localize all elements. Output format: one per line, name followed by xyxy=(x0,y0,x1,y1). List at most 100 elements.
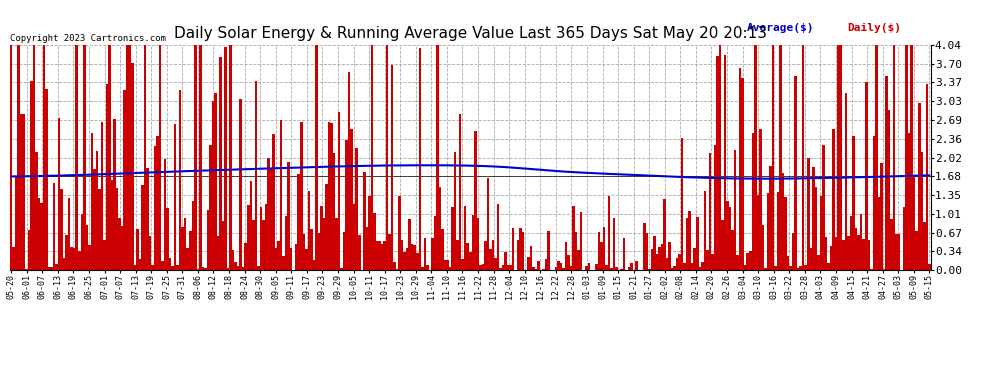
Bar xyxy=(888,110,890,270)
Bar xyxy=(769,166,771,270)
Title: Daily Solar Energy & Running Average Value Last 365 Days Sat May 20 20:13: Daily Solar Energy & Running Average Val… xyxy=(174,26,766,41)
Bar xyxy=(749,251,751,270)
Bar xyxy=(527,257,530,270)
Bar xyxy=(305,249,308,270)
Bar xyxy=(308,190,310,270)
Text: Daily($): Daily($) xyxy=(847,22,902,33)
Bar xyxy=(179,90,181,270)
Bar xyxy=(761,225,764,270)
Bar xyxy=(153,146,156,270)
Bar xyxy=(800,266,802,270)
Bar xyxy=(474,131,476,270)
Bar xyxy=(161,261,163,270)
Bar xyxy=(727,201,729,270)
Bar xyxy=(323,218,325,270)
Bar xyxy=(782,173,784,270)
Bar xyxy=(724,55,727,270)
Bar xyxy=(681,138,683,270)
Bar xyxy=(766,194,769,270)
Bar xyxy=(870,268,872,270)
Bar xyxy=(492,240,494,270)
Bar xyxy=(714,146,716,270)
Bar xyxy=(787,256,789,270)
Bar xyxy=(28,230,30,270)
Bar xyxy=(191,201,194,270)
Bar xyxy=(386,45,388,270)
Bar xyxy=(358,236,360,270)
Bar xyxy=(453,152,456,270)
Bar xyxy=(113,119,116,270)
Bar xyxy=(812,167,815,270)
Bar xyxy=(628,267,631,270)
Bar xyxy=(742,78,743,270)
Bar xyxy=(691,263,693,270)
Bar xyxy=(424,238,426,270)
Bar xyxy=(509,264,512,270)
Bar xyxy=(209,145,212,270)
Bar xyxy=(171,266,174,270)
Bar xyxy=(15,176,18,270)
Bar xyxy=(249,180,252,270)
Bar xyxy=(844,93,847,270)
Bar xyxy=(23,114,25,270)
Bar xyxy=(668,242,671,270)
Bar xyxy=(842,240,844,270)
Bar xyxy=(341,268,343,270)
Bar xyxy=(835,237,838,270)
Bar xyxy=(60,189,63,270)
Bar xyxy=(711,254,714,270)
Bar xyxy=(35,152,38,270)
Bar xyxy=(73,249,75,270)
Bar xyxy=(227,268,230,270)
Bar xyxy=(507,264,509,270)
Bar xyxy=(398,196,401,270)
Bar xyxy=(421,267,424,270)
Bar xyxy=(572,206,575,270)
Bar xyxy=(121,226,124,270)
Bar xyxy=(444,260,446,270)
Bar xyxy=(184,218,186,270)
Bar xyxy=(217,236,219,270)
Bar xyxy=(262,220,264,270)
Bar xyxy=(41,203,43,270)
Bar xyxy=(559,263,562,270)
Bar xyxy=(754,45,756,270)
Bar xyxy=(448,267,451,270)
Bar xyxy=(124,90,126,270)
Bar xyxy=(245,243,248,270)
Bar xyxy=(355,148,358,270)
Bar xyxy=(815,187,817,270)
Bar xyxy=(877,197,880,270)
Bar xyxy=(116,188,119,270)
Bar xyxy=(913,176,916,270)
Bar xyxy=(129,45,131,270)
Bar xyxy=(898,234,900,270)
Bar xyxy=(673,266,676,270)
Bar xyxy=(822,145,825,270)
Bar xyxy=(890,219,893,270)
Bar xyxy=(419,48,421,270)
Bar xyxy=(683,263,686,270)
Bar xyxy=(911,45,913,270)
Bar xyxy=(315,45,318,270)
Bar xyxy=(83,45,85,270)
Bar xyxy=(567,255,570,270)
Bar xyxy=(103,240,106,270)
Bar xyxy=(565,242,567,270)
Bar xyxy=(575,232,577,270)
Bar xyxy=(57,118,60,270)
Bar xyxy=(318,232,320,270)
Bar xyxy=(383,241,386,270)
Bar xyxy=(504,252,507,270)
Bar xyxy=(10,45,13,270)
Bar xyxy=(557,261,559,270)
Bar xyxy=(570,266,572,270)
Bar xyxy=(459,114,461,270)
Bar xyxy=(456,240,459,270)
Bar xyxy=(706,250,709,270)
Bar xyxy=(331,123,333,270)
Bar xyxy=(166,207,169,270)
Bar xyxy=(867,240,870,270)
Bar xyxy=(158,45,161,270)
Bar xyxy=(52,183,55,270)
